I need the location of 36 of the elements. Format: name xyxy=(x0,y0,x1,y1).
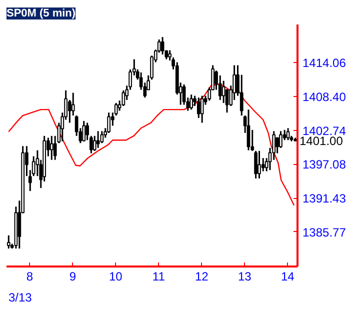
x-tick-label: 12 xyxy=(194,270,209,284)
y-tick-label: 1408.40 xyxy=(302,90,346,104)
x-tick-label: 10 xyxy=(109,270,123,284)
y-tick-label: 1414.06 xyxy=(302,56,346,70)
candlestick xyxy=(96,130,100,149)
candlestick xyxy=(6,234,10,250)
x-tick-label: 8 xyxy=(26,270,34,284)
y-tick-label: 1391.43 xyxy=(302,192,346,206)
candlestick xyxy=(160,36,164,56)
candlestick xyxy=(279,130,282,149)
candlestick xyxy=(261,157,265,172)
candlestick xyxy=(50,135,54,161)
y-tick-label: 1397.08 xyxy=(302,158,346,172)
chart-title: SP0M (5 min) xyxy=(6,8,76,20)
candlestick xyxy=(107,112,110,134)
y-tick-label: 1385.77 xyxy=(302,225,346,240)
candlestick xyxy=(200,95,204,124)
candlestick xyxy=(100,130,104,144)
x-tick-label: 14 xyxy=(280,270,295,284)
candlestick xyxy=(92,135,96,152)
candlestick xyxy=(258,150,261,180)
candlestick xyxy=(71,92,75,116)
candlestick xyxy=(276,136,279,154)
candlestick xyxy=(190,94,194,110)
candlestick xyxy=(82,120,86,142)
candlestick xyxy=(222,80,226,104)
candlestick xyxy=(122,90,126,107)
text: 3/13 xyxy=(8,290,32,304)
x-tick-label: 11 xyxy=(152,270,166,284)
candlestick xyxy=(218,74,222,101)
candlestick xyxy=(286,127,290,141)
x-tick-label: 9 xyxy=(69,270,76,284)
candlestick xyxy=(196,96,200,119)
x-tick-label: 13 xyxy=(238,270,252,284)
candlestick xyxy=(246,108,250,152)
candlestick xyxy=(254,150,258,180)
